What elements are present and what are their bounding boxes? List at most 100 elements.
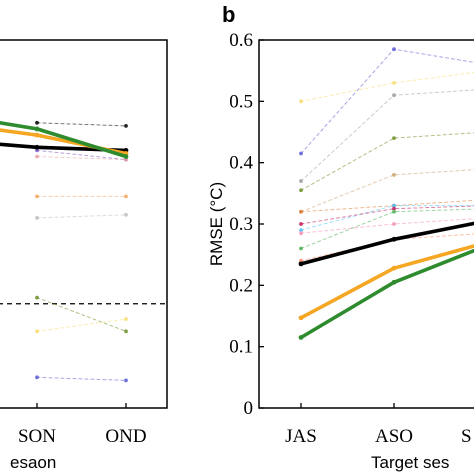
panel-b-x-tick-label-1: ASO: [375, 426, 413, 447]
panel-b-series-0-line: [300, 48, 474, 154]
panel-b-series-5-point-0: [299, 209, 303, 214]
panel-b-series-1: [299, 71, 474, 104]
panel-b-series-6-line: [300, 205, 474, 231]
panel-b-series-3-point-1: [392, 136, 396, 141]
panel-a-series-0-point-0: [35, 120, 39, 125]
panel-a: SON OND esaon: [0, 39, 168, 472]
panel-b-series-3: [299, 132, 474, 193]
panel-b-series-9-point-1: [392, 222, 396, 226]
panel-b-series-12-line: [299, 244, 474, 320]
panel-b-series-12-point-0: [298, 315, 304, 321]
panel-a-series-0-point-1: [124, 123, 128, 128]
panel-b-y-tick-label-4: 0.4: [229, 153, 253, 174]
panel-a-series-4: [35, 212, 128, 220]
panel-a-series-3-point-0: [35, 194, 39, 199]
panel-b-series-2-point-1: [392, 93, 396, 98]
panel-b-y-tick-label-1: 0.1: [229, 337, 253, 358]
panel-b-series-7-point-0: [299, 222, 303, 226]
panel-a-series-4-point-1: [124, 212, 128, 217]
panel-b-series-13: [298, 248, 474, 340]
panel-a-series-10: [0, 120, 129, 159]
panel-a-series-6-point-1: [124, 317, 128, 321]
panel-b-series-0-point-1: [392, 47, 396, 52]
panel-b-series-0: [299, 47, 474, 156]
panel-b-series-1-point-1: [392, 81, 396, 85]
panel-b-series-13-line: [299, 248, 474, 340]
panel-a-series-3: [35, 194, 128, 199]
panel-a-series-10-point-3: [123, 154, 129, 159]
panel-a-plot-frame: [0, 39, 168, 409]
panel-a-series-2-point-0: [35, 154, 39, 159]
panel-b-x-tick-label-0: JAS: [285, 426, 317, 447]
panel-b-series-12-point-1: [391, 265, 397, 271]
panel-a-series-3-point-1: [124, 194, 128, 199]
panel-a-series-4-point-0: [35, 215, 39, 220]
panel-b-series-8-point-1: [392, 209, 396, 214]
panel-a-x-tick-label-1: OND: [105, 426, 146, 447]
panel-a-series-5-point-1: [124, 329, 128, 334]
panel-b-x-tick-label-2: S: [461, 426, 472, 447]
panel-a-series-5: [35, 295, 128, 334]
panel-a-series-0: [35, 120, 128, 128]
panel-a-series-9-point-2: [34, 132, 40, 138]
panel-b-series-2-line: [300, 89, 474, 182]
panel-b-series-7-line: [300, 205, 474, 225]
panel-a-series-5-line: [36, 297, 127, 332]
panel-a-series-8-point-1: [34, 144, 40, 150]
panel-a-series-10-point-2: [34, 126, 40, 132]
panel-b-series-6: [299, 203, 474, 233]
panel-a-series-2: [35, 154, 128, 162]
panel-b-series-8-line: [300, 208, 474, 249]
panel-b-y-tick-label-2: 0.2: [229, 275, 253, 296]
panel-b-series-9: [299, 218, 474, 236]
panel-b-y-tick-label-3: 0.3: [229, 214, 253, 235]
panel-b-y-axis-title: RMSE (°C): [207, 182, 226, 266]
panel-b-series-3-line: [300, 132, 474, 191]
panel-b-series-13-point-1: [391, 279, 397, 285]
panel-a-series-7: [35, 375, 128, 383]
panel-b-series-1-line: [300, 71, 474, 102]
panel-b-series-2: [299, 89, 474, 183]
panel-a-series-5-point-0: [35, 295, 39, 300]
panel-b-series-7-point-1: [392, 206, 396, 211]
panel-a-series-2-line: [36, 156, 127, 161]
panel-b-series-12: [298, 244, 474, 321]
panel-a-series-6-point-0: [35, 329, 39, 334]
panel-b-series-10-line: [300, 233, 474, 262]
panel-b-series-7: [299, 205, 474, 226]
panel-a-series-10-line: [0, 120, 128, 159]
panel-b-series-4: [299, 169, 474, 214]
panel-a-x-axis-title: esaon: [10, 453, 56, 472]
panel-b-y-tick-label-5: 0.5: [229, 91, 253, 112]
panel-b-series-11-point-0: [298, 261, 304, 267]
panel-b-series-0-point-0: [299, 151, 303, 156]
panel-b-series-13-point-0: [298, 335, 304, 340]
panel-b-series-2-point-0: [299, 179, 303, 183]
panel-b-plot-frame: [258, 39, 474, 409]
panel-b-series-6-point-0: [299, 228, 303, 233]
panel-b-series-4-line: [300, 169, 474, 213]
panel-a-series-1-line: [36, 149, 127, 161]
panel-a-series-7-line: [36, 376, 127, 381]
panel-b-series-11-point-1: [391, 236, 397, 242]
panel-b-series-8: [299, 208, 474, 251]
panel-b-series-1-point-0: [299, 99, 303, 104]
panel-b-x-axis-title: Target ses: [371, 453, 449, 472]
panel-a-series-6-line: [36, 318, 127, 332]
panel-b-series-6-point-1: [392, 203, 396, 208]
panel-b-series-8-point-0: [299, 246, 303, 251]
panel-b-letter: b: [222, 2, 235, 27]
panel-b-y-tick-label-6: 0.6: [229, 30, 253, 51]
panel-b-series-11-line: [299, 221, 474, 266]
panel-a-series-4-line: [36, 214, 127, 219]
panel-b-y-tick-label-0: 0: [244, 398, 254, 419]
panel-a-series-7-point-1: [124, 378, 128, 383]
panel-a-series-0-line: [36, 122, 127, 127]
panel-b-series-4-point-1: [392, 173, 396, 177]
panel-b-series-3-point-0: [299, 188, 303, 193]
panel-a-series-7-point-0: [35, 375, 39, 380]
panel-b-series-11: [298, 221, 474, 267]
panel-b-series-9-point-0: [299, 231, 303, 236]
panel-a-series-6: [35, 317, 128, 334]
